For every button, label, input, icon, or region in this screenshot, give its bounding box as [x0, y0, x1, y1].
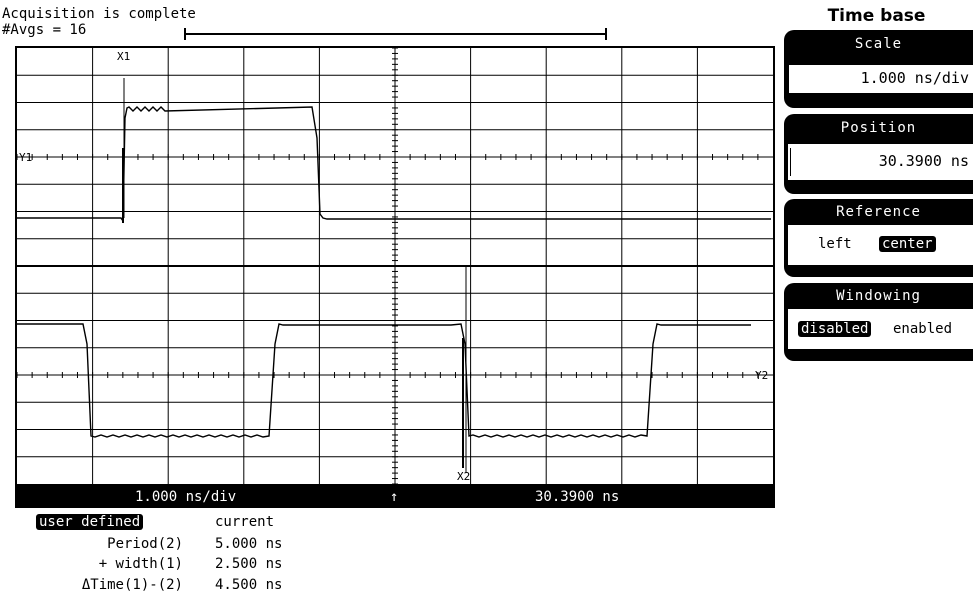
- measurement-value-width: 2.500 ns: [215, 556, 283, 572]
- timebase-position-readout: 30.3900 ns: [535, 489, 620, 505]
- windowing-label: Windowing: [836, 288, 921, 304]
- marker-y1-label: Y1: [19, 151, 32, 164]
- marker-x2-label: X2: [457, 470, 470, 483]
- waveform-channel-2: [17, 323, 751, 438]
- scale-label: Scale: [854, 36, 903, 52]
- scale-softkey[interactable]: Scale 1.000 ns/div: [784, 30, 973, 108]
- acquisition-status: Acquisition is complete: [2, 6, 196, 22]
- time-window-bar: [185, 33, 607, 35]
- windowing-option-enabled[interactable]: enabled: [893, 321, 953, 337]
- reference-softkey[interactable]: Reference left center: [784, 199, 973, 277]
- measurement-label-delta-time: ΔTime(1)-(2): [81, 577, 183, 593]
- measurement-label-width: + width(1): [98, 556, 183, 572]
- measurement-column-header: current: [215, 514, 275, 530]
- waveform-display[interactable]: X1 X2 Y1 Y2: [15, 46, 775, 486]
- position-field-edge: [790, 148, 791, 176]
- reference-option-left[interactable]: left: [818, 236, 852, 252]
- measurement-value-period: 5.000 ns: [215, 536, 283, 552]
- position-softkey[interactable]: Position 30.3900 ns: [784, 114, 973, 194]
- windowing-option-disabled[interactable]: disabled: [798, 321, 872, 337]
- marker-y2-label: Y2: [755, 369, 768, 382]
- position-value: 30.3900 ns: [878, 152, 969, 170]
- measurement-mode-badge[interactable]: user defined: [36, 514, 144, 530]
- measurement-value-delta-time: 4.500 ns: [215, 577, 283, 593]
- waveform-channel-1: [17, 106, 771, 224]
- windowing-softkey[interactable]: Windowing disabled enabled: [784, 283, 973, 361]
- scale-value: 1.000 ns/div: [860, 69, 969, 87]
- timebase-status-bar: 1.000 ns/div ↑ 30.3900 ns: [15, 486, 775, 508]
- measurement-label-period: Period(2): [107, 536, 183, 552]
- marker-x1-label: X1: [117, 50, 130, 63]
- averages-count: #Avgs = 16: [2, 22, 87, 38]
- waveform-graticule: X1 X2 Y1 Y2: [17, 48, 773, 484]
- position-label: Position: [840, 120, 917, 136]
- reference-label: Reference: [836, 204, 921, 220]
- timebase-scale-readout: 1.000 ns/div: [135, 489, 237, 505]
- timebase-menu-title: Time base: [827, 6, 926, 26]
- reference-option-center[interactable]: center: [879, 236, 936, 252]
- reference-arrow-icon: ↑: [390, 489, 399, 505]
- time-window-right-bracket: [605, 28, 607, 40]
